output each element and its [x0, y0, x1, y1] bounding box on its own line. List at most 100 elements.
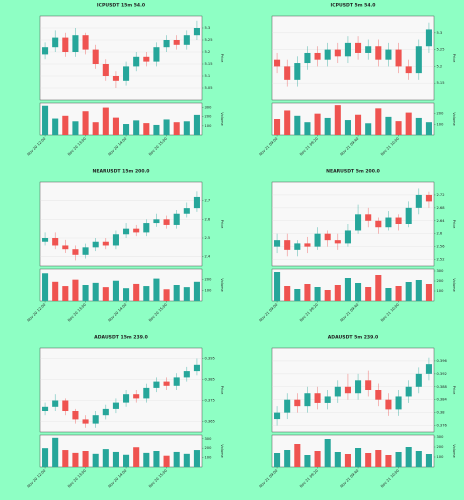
- x-tick-label: Nov 21 09:20: [299, 302, 319, 322]
- y-tick-label: 5.1: [205, 74, 211, 78]
- candle-body: [334, 49, 341, 57]
- candle-body: [314, 52, 321, 60]
- volume-bar: [365, 453, 372, 467]
- y-axis-label: Price: [452, 386, 456, 396]
- candle-body: [193, 364, 200, 372]
- x-tick-label: Nov 21 09:00: [259, 302, 279, 322]
- volume-bar: [375, 450, 382, 467]
- x-tick-label: Nov 20 15:00: [148, 302, 168, 322]
- x-tick-label: Nov 20 13:00: [67, 136, 87, 156]
- y-tick-label: 0.388: [437, 385, 448, 389]
- candle-body: [304, 52, 311, 64]
- candle-body: [375, 220, 382, 228]
- volume-tick-label: 300: [205, 106, 213, 110]
- candle-body: [324, 233, 331, 241]
- volume-bar: [123, 454, 130, 467]
- x-tick-label: Nov 21 10:00: [380, 302, 400, 322]
- y-tick-label: 2.6: [437, 232, 443, 236]
- volume-bar: [183, 121, 190, 135]
- price-frame: [39, 15, 203, 101]
- volume-tick-label: 300: [205, 437, 213, 441]
- chart-panel: NEARUSDT 15m 200.0 2.4 2.5 2.6 2.7 100 200 Pric…: [27, 169, 224, 323]
- candle-body: [304, 393, 311, 407]
- volume-tick-label: 100: [205, 124, 213, 128]
- candle-body: [82, 419, 89, 424]
- volume-bar: [183, 453, 190, 467]
- volume-bar: [42, 105, 49, 135]
- volume-bar: [314, 451, 321, 467]
- candle-body: [72, 411, 79, 420]
- volume-bar: [395, 286, 402, 301]
- candle-body: [183, 371, 190, 378]
- volume-bar: [334, 452, 341, 467]
- volume-bar: [193, 281, 200, 301]
- volume-bar: [425, 454, 432, 467]
- volume-bar: [163, 289, 170, 301]
- y-tick-label: 0.395: [205, 357, 215, 361]
- volume-bar: [375, 108, 382, 135]
- candle-body: [42, 238, 49, 242]
- volume-bar: [385, 116, 392, 135]
- candle-body: [284, 240, 291, 250]
- y-tick-label: 0.385: [205, 378, 215, 382]
- candle-body: [62, 245, 69, 250]
- candle-body: [102, 408, 109, 416]
- candle-body: [62, 400, 69, 411]
- candle-body: [425, 364, 432, 374]
- volume-bar: [183, 287, 190, 301]
- candle-body: [334, 240, 341, 244]
- candle-body: [102, 64, 109, 76]
- volume-bar: [62, 115, 69, 135]
- volume-bar: [133, 283, 140, 301]
- volume-bar: [42, 273, 49, 301]
- volume-bar: [324, 439, 331, 467]
- candle-body: [365, 380, 372, 390]
- volume-bar: [143, 452, 150, 467]
- candle-body: [405, 207, 412, 224]
- x-tick-label: Nov 20 15:00: [148, 136, 168, 156]
- y-tick-label: 0.365: [205, 420, 215, 424]
- x-tick-label: Nov 20 13:00: [67, 468, 87, 488]
- candle-body: [415, 194, 422, 208]
- y-tick-label: 5.15: [205, 62, 213, 66]
- volume-bar: [355, 283, 362, 301]
- volume-bar: [344, 120, 351, 135]
- volume-bar: [405, 447, 412, 467]
- volume-bar: [324, 117, 331, 135]
- volume-bar: [112, 280, 119, 301]
- volume-bar: [163, 455, 170, 467]
- candle-body: [344, 386, 351, 394]
- candle-body: [355, 380, 362, 394]
- volume-bar: [294, 444, 301, 467]
- y-tick-label: 2.52: [437, 258, 445, 262]
- y-tick-label: 0.38: [437, 411, 446, 415]
- volume-bar: [415, 280, 422, 301]
- y-tick-label: 2.7: [205, 199, 211, 203]
- volume-bar: [62, 450, 69, 467]
- volume-bar: [274, 272, 281, 301]
- volume-bar: [365, 287, 372, 301]
- candle-body: [324, 396, 331, 403]
- volume-bar: [365, 123, 372, 135]
- candle-body: [173, 377, 180, 386]
- candle-body: [52, 400, 59, 407]
- candle-body: [173, 40, 180, 45]
- volume-bar: [62, 286, 69, 301]
- candle-body: [133, 394, 140, 399]
- candle-body: [314, 393, 321, 403]
- volume-bar: [355, 114, 362, 135]
- chart-panel: NEARUSDT 5m 200.0 2.52 2.56 2.6 2.64 2.68 2.72…: [259, 169, 456, 323]
- y-tick-label: 5.25: [205, 38, 213, 42]
- volume-bar: [92, 453, 99, 467]
- volume-bar: [82, 111, 89, 135]
- candle-body: [72, 35, 79, 52]
- candle-body: [425, 194, 432, 202]
- volume-bar: [355, 448, 362, 467]
- candle-body: [123, 66, 130, 81]
- y-tick-label: 2.68: [437, 206, 446, 210]
- candle-body: [143, 223, 150, 233]
- volume-bar: [123, 288, 130, 301]
- candle-body: [375, 46, 382, 60]
- volume-bar: [163, 119, 170, 135]
- candle-body: [415, 373, 422, 387]
